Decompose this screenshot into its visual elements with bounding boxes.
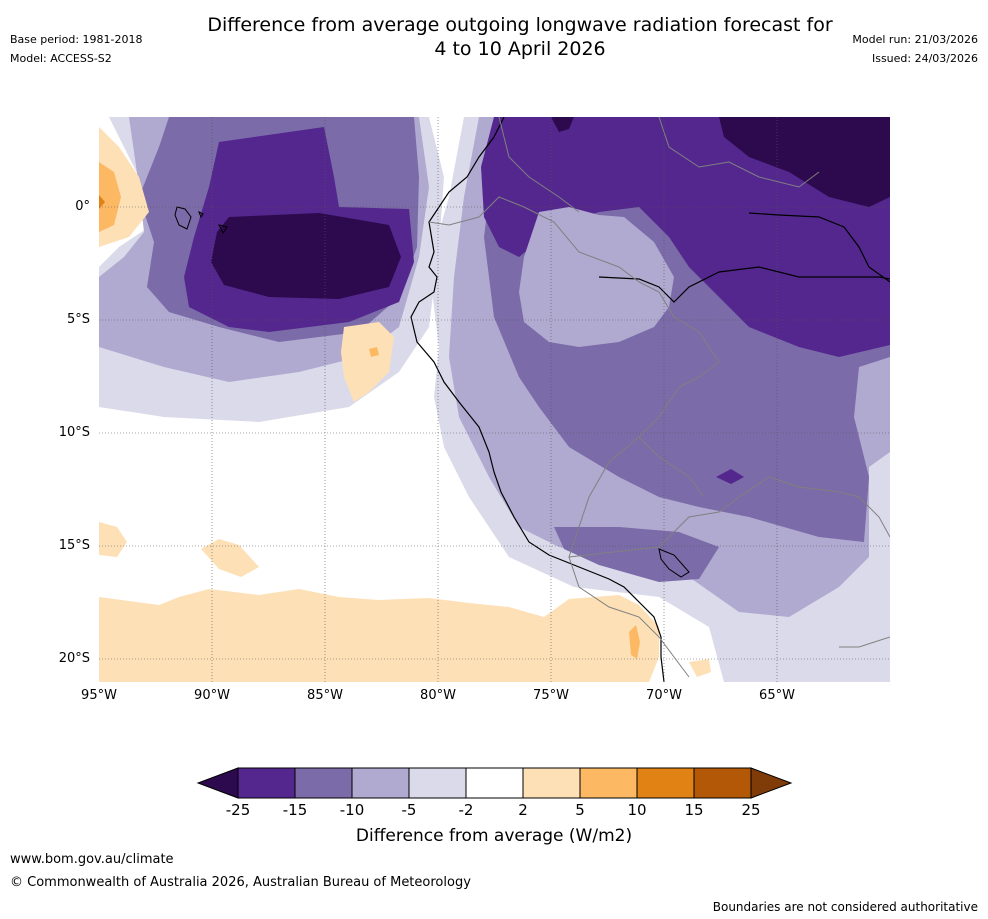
lat-label-5s: 5°S (30, 312, 90, 327)
lat-label-0: 0° (30, 199, 90, 214)
issued-date: Issued: 24/03/2026 (872, 52, 978, 66)
lon-label-90w: 90°W (182, 688, 242, 703)
olr-anomaly-map (99, 117, 890, 682)
colorbar-bin-5 (466, 768, 523, 798)
boundary-disclaimer: Boundaries are not considered authoritat… (713, 900, 978, 914)
lat-label-20s: 20°S (30, 651, 90, 666)
map-title-line1: Difference from average outgoing longwav… (120, 13, 920, 37)
colorbar-tick: 15 (674, 801, 714, 819)
colorbar-tick: -25 (218, 801, 258, 819)
lon-label-75w: 75°W (521, 688, 581, 703)
colorbar-bin-7 (580, 768, 637, 798)
colorbar-tick: -10 (332, 801, 372, 819)
anomaly-contour-minus25-west (211, 213, 401, 299)
colorbar-label: Difference from average (W/m2) (244, 826, 744, 846)
lat-label-15s: 15°S (30, 538, 90, 553)
lon-label-80w: 80°W (408, 688, 468, 703)
colorbar-bin-9 (694, 768, 751, 798)
lon-label-65w: 65°W (747, 688, 807, 703)
colorbar-bin-6 (523, 768, 580, 798)
colorbar-bin-3 (352, 768, 409, 798)
lon-label-70w: 70°W (634, 688, 694, 703)
colorbar (196, 766, 794, 800)
lon-label-95w: 95°W (69, 688, 129, 703)
colorbar-min-arrow (198, 768, 238, 798)
colorbar-tick: -5 (389, 801, 429, 819)
lon-label-85w: 85°W (295, 688, 355, 703)
colorbar-tick: 2 (503, 801, 543, 819)
lat-label-10s: 10°S (30, 425, 90, 440)
colorbar-max-arrow (751, 768, 791, 798)
colorbar-tick: 25 (731, 801, 771, 819)
copyright-notice: © Commonwealth of Australia 2026, Austra… (10, 875, 471, 890)
map-title-line2: 4 to 10 April 2026 (120, 37, 920, 61)
website-link[interactable]: www.bom.gov.au/climate (10, 852, 174, 867)
colorbar-tick: 10 (617, 801, 657, 819)
colorbar-tick: 5 (560, 801, 600, 819)
colorbar-bin-2 (295, 768, 352, 798)
colorbar-tick: -2 (446, 801, 486, 819)
anomaly-contour-plus2-south (99, 589, 659, 682)
base-period: Base period: 1981-2018 (10, 33, 142, 47)
colorbar-tick: -15 (275, 801, 315, 819)
model-name: Model: ACCESS-S2 (10, 52, 112, 66)
colorbar-bin-1 (238, 768, 295, 798)
model-run-date: Model run: 21/03/2026 (852, 33, 978, 47)
colorbar-bin-4 (409, 768, 466, 798)
colorbar-bin-8 (637, 768, 694, 798)
